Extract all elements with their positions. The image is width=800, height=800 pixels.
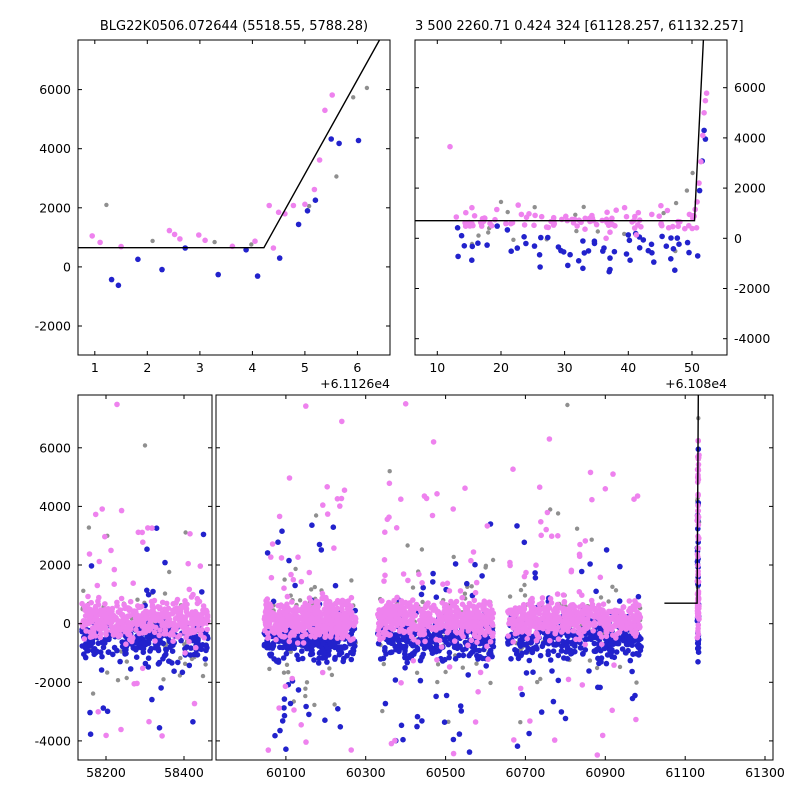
svg-text:60700: 60700 <box>506 765 546 780</box>
svg-text:0: 0 <box>63 616 71 631</box>
svg-text:20: 20 <box>493 360 509 375</box>
panel-br-points <box>261 395 702 758</box>
svg-text:6000: 6000 <box>734 80 766 95</box>
svg-text:5: 5 <box>301 360 309 375</box>
svg-text:2000: 2000 <box>39 200 71 215</box>
svg-text:58200: 58200 <box>86 765 126 780</box>
svg-text:-2000: -2000 <box>734 281 770 296</box>
svg-text:10: 10 <box>429 360 445 375</box>
panel-tl-points <box>78 40 381 289</box>
svg-text:4: 4 <box>248 360 256 375</box>
panel-tr-points <box>415 40 710 275</box>
svg-text:4000: 4000 <box>734 130 766 145</box>
svg-text:60100: 60100 <box>266 765 306 780</box>
svg-text:2000: 2000 <box>734 181 766 196</box>
svg-text:40: 40 <box>620 360 636 375</box>
svg-text:6: 6 <box>353 360 361 375</box>
svg-text:6000: 6000 <box>39 82 71 97</box>
svg-text:-2000: -2000 <box>35 319 71 334</box>
panel-title-right: 3 500 2260.71 0.424 324 [61128.257, 6113… <box>415 19 744 34</box>
svg-text:+6.1126e4: +6.1126e4 <box>320 376 390 391</box>
svg-text:58400: 58400 <box>164 765 204 780</box>
svg-text:+6.108e4: +6.108e4 <box>665 376 727 391</box>
svg-text:6000: 6000 <box>39 440 71 455</box>
svg-text:30: 30 <box>557 360 573 375</box>
svg-text:61300: 61300 <box>745 765 785 780</box>
svg-text:4000: 4000 <box>39 141 71 156</box>
svg-text:50: 50 <box>684 360 700 375</box>
svg-text:3: 3 <box>196 360 204 375</box>
svg-text:0: 0 <box>734 231 742 246</box>
svg-text:60300: 60300 <box>346 765 386 780</box>
svg-text:1: 1 <box>91 360 99 375</box>
svg-text:-4000: -4000 <box>35 733 71 748</box>
svg-text:60900: 60900 <box>585 765 625 780</box>
svg-text:-2000: -2000 <box>35 675 71 690</box>
panel-title-left: BLG22K0506.072644 (5518.55, 5788.28) <box>99 19 369 34</box>
svg-text:0: 0 <box>63 259 71 274</box>
svg-text:61100: 61100 <box>665 765 705 780</box>
svg-text:4000: 4000 <box>39 499 71 514</box>
svg-text:2: 2 <box>143 360 151 375</box>
svg-text:60500: 60500 <box>426 765 466 780</box>
panel-bl-points <box>79 401 211 739</box>
svg-text:2000: 2000 <box>39 558 71 573</box>
svg-text:-4000: -4000 <box>734 331 770 346</box>
